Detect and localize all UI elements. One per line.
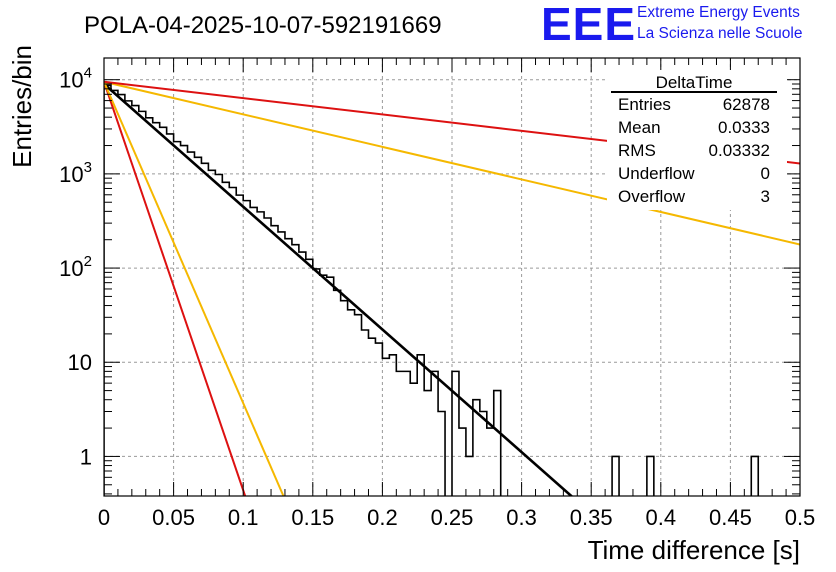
fit-line-fit [104, 83, 574, 496]
y-tick-label: 103 [59, 159, 92, 187]
x-tick-label: 0.35 [570, 505, 613, 530]
plot-clipped-region [104, 80, 800, 496]
stats-row-value: 0.03332 [709, 141, 770, 160]
y-tick-label: 104 [59, 65, 92, 93]
stats-row-value: 3 [761, 187, 770, 206]
chart-title: POLA-04-2025-10-07-592191669 [84, 12, 442, 39]
stats-row-value: 0.0333 [718, 118, 770, 137]
stats-background [607, 70, 787, 210]
stats-row-label: Underflow [618, 164, 695, 183]
stats-row-label: Mean [618, 118, 661, 137]
stats-row-label: Overflow [618, 187, 686, 206]
axes: 0 0.05 0.1 0.15 0.2 0.25 0.3 0.35 0.4 0.45 0.5 1 10 1… [59, 57, 816, 530]
stats-row-label: Entries [618, 95, 671, 114]
x-axis-label: Time difference [s] [588, 535, 800, 565]
stats-row-value: 62878 [723, 95, 770, 114]
logo-line1: Extreme Energy Events [637, 4, 800, 21]
x-tick-label: 0.3 [506, 505, 537, 530]
x-tick-label: 0.45 [709, 505, 752, 530]
x-tick-label: 0.25 [431, 505, 474, 530]
stats-row-value: 0 [761, 164, 770, 183]
stats-box: DeltaTime Entries 62878 Mean 0.0333 RMS 0.033… [607, 70, 787, 210]
y-tick-label: 1 [80, 444, 92, 469]
stats-title: DeltaTime [656, 73, 733, 92]
logo-eee-text: EEE [541, 0, 636, 50]
x-tick-label: 0 [98, 505, 110, 530]
stats-row-label: RMS [618, 141, 656, 160]
x-tick-label: 0.15 [291, 505, 334, 530]
x-tick-label: 0.05 [152, 505, 195, 530]
x-tick-label: 0.4 [646, 505, 677, 530]
x-tick-label: 0.1 [228, 505, 259, 530]
plot-area [104, 80, 800, 496]
fit-line-orange-steep [104, 81, 285, 496]
y-axis-label: Entries/bin [7, 45, 37, 168]
logo-line2: La Scienza nelle Scuole [637, 25, 802, 42]
eee-logo: EEE Extreme Energy Events La Scienza nel… [541, 0, 802, 50]
fit-line-red-steep [104, 81, 247, 496]
histogram-steps [104, 84, 760, 496]
fit-line-orange-shallow [104, 80, 800, 246]
y-tick-label: 102 [59, 253, 92, 281]
y-tick-label: 10 [68, 350, 92, 375]
x-tick-label: 0.5 [785, 505, 816, 530]
x-tick-label: 0.2 [367, 505, 398, 530]
